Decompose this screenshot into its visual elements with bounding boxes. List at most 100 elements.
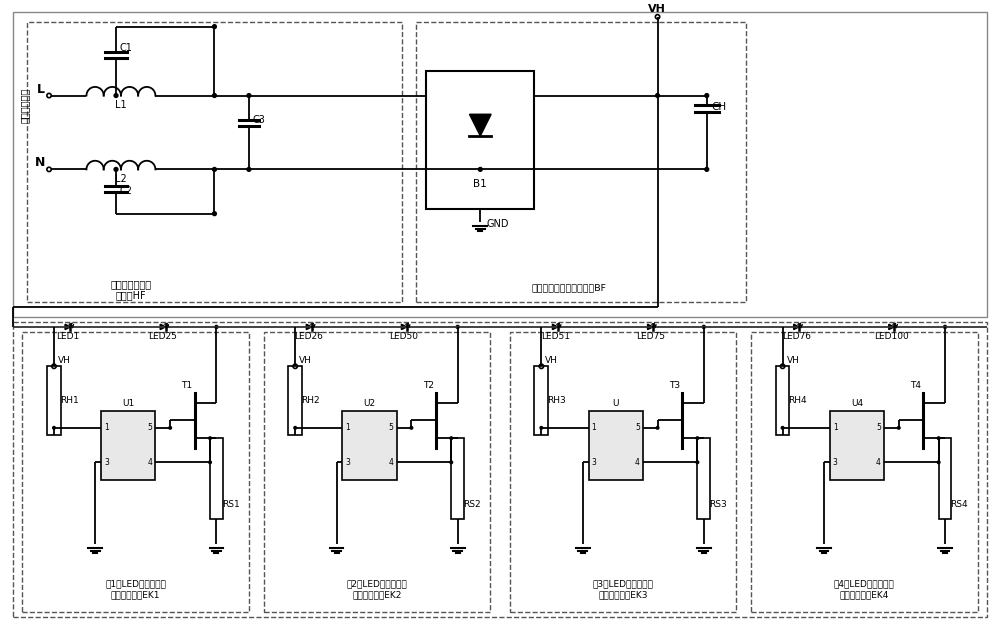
Text: RS4: RS4 — [950, 500, 968, 509]
Bar — [534, 366, 548, 435]
Text: 大功率交流整流滤波电路BF: 大功率交流整流滤波电路BF — [531, 284, 606, 292]
Circle shape — [213, 25, 216, 28]
Text: C3: C3 — [253, 115, 266, 125]
Text: U1: U1 — [122, 399, 134, 408]
Circle shape — [898, 427, 900, 429]
Text: C1: C1 — [120, 43, 133, 53]
Circle shape — [114, 94, 118, 97]
Bar — [830, 411, 884, 479]
Text: LED25: LED25 — [148, 332, 177, 341]
Bar — [13, 322, 987, 617]
Text: 5: 5 — [148, 423, 152, 432]
Bar — [416, 21, 746, 302]
Circle shape — [247, 168, 251, 171]
Text: 4: 4 — [389, 458, 394, 467]
Polygon shape — [65, 324, 70, 329]
Circle shape — [209, 461, 211, 464]
Text: VH: VH — [545, 357, 558, 365]
Circle shape — [937, 461, 940, 464]
Text: L: L — [37, 83, 45, 96]
Bar — [22, 332, 249, 612]
Text: LED100: LED100 — [874, 332, 909, 341]
Circle shape — [209, 437, 211, 439]
Text: RS3: RS3 — [709, 500, 727, 509]
Text: L1: L1 — [115, 100, 127, 110]
Circle shape — [705, 168, 709, 171]
Bar — [101, 411, 155, 479]
Circle shape — [696, 437, 699, 439]
Text: 滤波器HF: 滤波器HF — [115, 290, 146, 301]
Circle shape — [450, 461, 452, 464]
Text: 1: 1 — [345, 423, 350, 432]
Text: N: N — [35, 156, 45, 169]
Text: 第4级LED高压大功率: 第4级LED高压大功率 — [834, 579, 895, 588]
Text: 第1级LED高压大功率: 第1级LED高压大功率 — [105, 579, 166, 588]
Polygon shape — [160, 324, 166, 329]
Text: 4: 4 — [876, 458, 881, 467]
Bar — [697, 438, 710, 519]
Circle shape — [944, 326, 946, 328]
Circle shape — [702, 326, 705, 328]
Text: RH3: RH3 — [547, 396, 566, 405]
Text: 3: 3 — [833, 458, 838, 467]
Text: VH: VH — [299, 357, 312, 365]
Circle shape — [705, 94, 709, 97]
Circle shape — [213, 212, 216, 215]
Text: 5: 5 — [876, 423, 881, 432]
Polygon shape — [648, 324, 653, 329]
Text: CH: CH — [712, 102, 727, 112]
Bar — [451, 438, 464, 519]
Text: 3: 3 — [592, 458, 596, 467]
Text: GND: GND — [486, 219, 509, 229]
Bar — [426, 71, 534, 209]
Text: L2: L2 — [115, 174, 127, 184]
Text: RH2: RH2 — [301, 396, 320, 405]
Bar — [13, 12, 987, 317]
Text: C2: C2 — [120, 186, 133, 196]
Bar — [47, 366, 61, 435]
Text: VH: VH — [787, 357, 799, 365]
Circle shape — [53, 427, 55, 429]
Text: 1: 1 — [833, 423, 838, 432]
Circle shape — [114, 168, 118, 171]
Circle shape — [479, 168, 482, 171]
Circle shape — [540, 427, 543, 429]
Circle shape — [410, 427, 413, 429]
Circle shape — [169, 427, 171, 429]
Text: 3: 3 — [345, 458, 350, 467]
Text: 1: 1 — [592, 423, 596, 432]
Text: T1: T1 — [181, 381, 192, 390]
Text: 4: 4 — [148, 458, 152, 467]
Text: 第3级LED高压大功率: 第3级LED高压大功率 — [593, 579, 654, 588]
Text: RS1: RS1 — [222, 500, 240, 509]
Bar — [27, 21, 402, 302]
Text: T3: T3 — [669, 381, 680, 390]
Text: 大功率无源谐波: 大功率无源谐波 — [110, 280, 151, 290]
Text: 5: 5 — [635, 423, 640, 432]
Polygon shape — [306, 324, 312, 329]
Bar — [264, 332, 490, 612]
Text: VH: VH — [648, 4, 666, 14]
Text: 第2级LED高压大功率: 第2级LED高压大功率 — [347, 579, 407, 588]
Text: 4: 4 — [635, 458, 640, 467]
Text: LED51: LED51 — [541, 332, 570, 341]
Bar — [510, 332, 736, 612]
Circle shape — [656, 94, 659, 97]
Text: 交流市电输入: 交流市电输入 — [20, 88, 30, 123]
Text: LED75: LED75 — [636, 332, 665, 341]
Text: LED50: LED50 — [390, 332, 419, 341]
Text: VH: VH — [58, 357, 71, 365]
Text: 1: 1 — [104, 423, 109, 432]
Text: U2: U2 — [363, 399, 376, 408]
Text: RS2: RS2 — [463, 500, 481, 509]
Text: B1: B1 — [473, 179, 487, 189]
Text: 开关控制电路EK2: 开关控制电路EK2 — [352, 591, 402, 600]
Circle shape — [937, 437, 940, 439]
Polygon shape — [401, 324, 407, 329]
Text: T2: T2 — [423, 381, 434, 390]
Text: T4: T4 — [910, 381, 921, 390]
Circle shape — [450, 437, 452, 439]
Text: LED1: LED1 — [56, 332, 79, 341]
Circle shape — [456, 326, 459, 328]
Bar — [751, 332, 978, 612]
